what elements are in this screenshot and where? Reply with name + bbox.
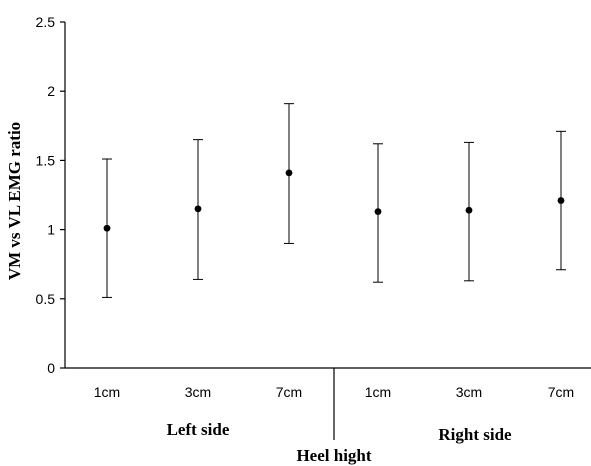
y-tick-label: 1.5 (36, 152, 56, 168)
group-label: Left side (167, 420, 230, 439)
x-tick-label: 1cm (94, 384, 120, 400)
data-point (465, 206, 473, 214)
x-tick-label: 3cm (185, 384, 211, 400)
x-tick-label: 1cm (365, 384, 391, 400)
y-axis-title: VM vs VL EMG ratio (5, 122, 24, 280)
y-tick-label: 2 (47, 83, 55, 99)
x-axis: 1cm 3cm 7cm 1cm 3cm 7cm Left side Right side (65, 367, 591, 444)
y-tick-label: 2.5 (36, 14, 56, 30)
data-point (374, 208, 382, 216)
data-point (194, 205, 202, 213)
data-point (285, 169, 293, 177)
axis-labels: VM vs VL EMG ratio Heel hight (5, 122, 372, 465)
data-marks (102, 103, 566, 298)
x-axis-title: Heel hight (296, 446, 371, 465)
x-tick-label: 3cm (456, 384, 482, 400)
y-tick-label: 1 (47, 222, 55, 238)
y-tick-label: 0.5 (36, 291, 56, 307)
group-label: Right side (438, 425, 512, 444)
data-point (103, 224, 111, 232)
x-tick-label: 7cm (276, 384, 302, 400)
y-axis: 0 0.5 1 1.5 2 2.5 (36, 14, 66, 376)
y-tick-label: 0 (47, 360, 55, 376)
x-tick-label: 7cm (548, 384, 574, 400)
data-point (557, 197, 565, 204)
